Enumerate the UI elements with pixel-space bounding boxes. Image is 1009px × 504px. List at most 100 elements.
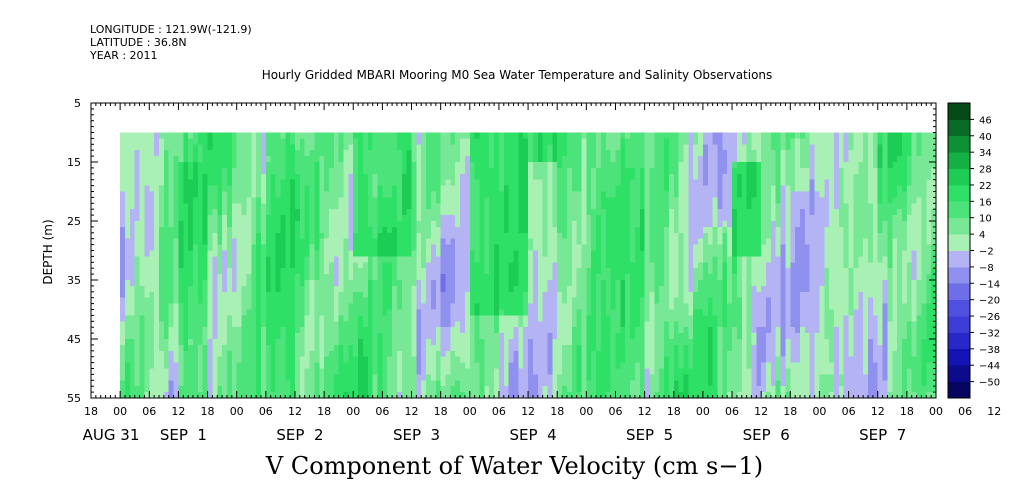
heatmap-cell xyxy=(421,144,427,151)
heatmap-cell xyxy=(256,339,262,346)
heatmap-cell xyxy=(387,203,393,210)
heatmap-cell xyxy=(532,215,539,222)
heatmap-cell xyxy=(338,167,345,175)
heatmap-cell xyxy=(644,179,651,187)
heatmap-cell xyxy=(426,215,432,222)
heatmap-cell xyxy=(586,297,592,305)
heatmap-cell xyxy=(124,309,131,316)
heatmap-cell xyxy=(134,392,141,399)
heatmap-cell xyxy=(154,162,160,169)
heatmap-cell xyxy=(154,203,160,210)
heatmap-cell xyxy=(591,344,597,352)
heatmap-cell xyxy=(275,221,281,228)
heatmap-cell xyxy=(241,244,248,252)
heatmap-cell xyxy=(241,262,248,269)
heatmap-cell xyxy=(547,150,553,157)
heatmap-cell xyxy=(639,339,646,346)
heatmap-cell xyxy=(260,315,267,322)
heatmap-cell xyxy=(513,232,519,240)
heatmap-cell xyxy=(343,368,349,375)
heatmap-cell xyxy=(270,268,277,275)
heatmap-cell xyxy=(416,244,422,252)
heatmap-cell xyxy=(265,350,272,358)
heatmap-cell xyxy=(503,339,510,346)
heatmap-cell xyxy=(183,350,189,358)
heatmap-cell xyxy=(445,185,451,193)
heatmap-cell xyxy=(547,244,553,252)
heatmap-cell xyxy=(508,221,515,228)
heatmap-cell xyxy=(231,250,238,257)
heatmap-cell xyxy=(280,297,286,305)
heatmap-cell xyxy=(314,209,320,216)
heatmap-cell xyxy=(445,262,451,269)
heatmap-cell xyxy=(256,362,262,370)
heatmap-cell xyxy=(343,280,349,287)
heatmap-cell xyxy=(197,132,204,139)
heatmap-cell xyxy=(654,144,660,151)
heatmap-cell xyxy=(192,138,199,145)
heatmap-cell xyxy=(537,321,544,328)
heatmap-cell xyxy=(178,362,184,370)
heatmap-cell xyxy=(605,291,612,299)
heatmap-cell xyxy=(416,327,422,334)
heatmap-cell xyxy=(304,280,311,287)
heatmap-cell xyxy=(586,380,592,387)
heatmap-cell xyxy=(236,256,243,263)
heatmap-cell xyxy=(430,185,437,193)
heatmap-cell xyxy=(333,191,340,198)
heatmap-cell xyxy=(260,350,267,358)
heatmap-cell xyxy=(275,250,281,257)
heatmap-cell xyxy=(600,350,607,358)
heatmap-cell xyxy=(435,132,442,139)
heatmap-cell xyxy=(343,144,349,151)
heatmap-cell xyxy=(154,297,160,305)
heatmap-cell xyxy=(304,132,311,139)
heatmap-cell xyxy=(513,262,519,269)
heatmap-cell xyxy=(343,309,349,316)
heatmap-cell xyxy=(168,191,175,198)
heatmap-cell xyxy=(149,179,155,187)
heatmap-cell xyxy=(192,291,199,299)
heatmap-cell xyxy=(236,150,243,157)
heatmap-cell xyxy=(367,380,374,387)
heatmap-cell xyxy=(139,333,146,340)
heatmap-cell xyxy=(464,315,471,322)
heatmap-cell xyxy=(178,297,184,305)
heatmap-cell xyxy=(348,380,354,387)
heatmap-cell xyxy=(557,321,563,328)
heatmap-cell xyxy=(392,221,398,228)
heatmap-cell xyxy=(309,197,315,204)
heatmap-cell xyxy=(600,309,607,316)
heatmap-cell xyxy=(430,321,437,328)
heatmap-cell xyxy=(256,150,262,157)
heatmap-cell xyxy=(615,309,621,316)
heatmap-cell xyxy=(523,374,529,381)
heatmap-cell xyxy=(183,291,189,299)
heatmap-cell xyxy=(537,185,544,193)
heatmap-cell xyxy=(625,297,631,305)
heatmap-cell xyxy=(309,344,315,352)
heatmap-cell xyxy=(343,232,349,240)
heatmap-cell xyxy=(392,244,398,252)
heatmap-cell xyxy=(435,262,442,269)
heatmap-cell xyxy=(319,327,325,334)
heatmap-cell xyxy=(173,315,180,322)
heatmap-cell xyxy=(532,297,539,305)
heatmap-cell xyxy=(591,203,597,210)
heatmap-cell xyxy=(634,344,641,352)
heatmap-cell xyxy=(377,215,383,222)
heatmap-cell xyxy=(387,339,393,346)
heatmap-cell xyxy=(401,197,408,204)
heatmap-cell xyxy=(343,333,349,340)
heatmap-cell xyxy=(124,386,131,393)
heatmap-cell xyxy=(489,209,495,216)
heatmap-cell xyxy=(362,167,369,175)
heatmap-cell xyxy=(426,285,432,293)
heatmap-cell xyxy=(129,309,136,316)
heatmap-cell xyxy=(290,179,296,187)
heatmap-cell xyxy=(299,250,306,257)
heatmap-cell xyxy=(299,344,306,352)
heatmap-cell xyxy=(513,215,519,222)
heatmap-cell xyxy=(460,392,466,399)
heatmap-cell xyxy=(338,232,345,240)
